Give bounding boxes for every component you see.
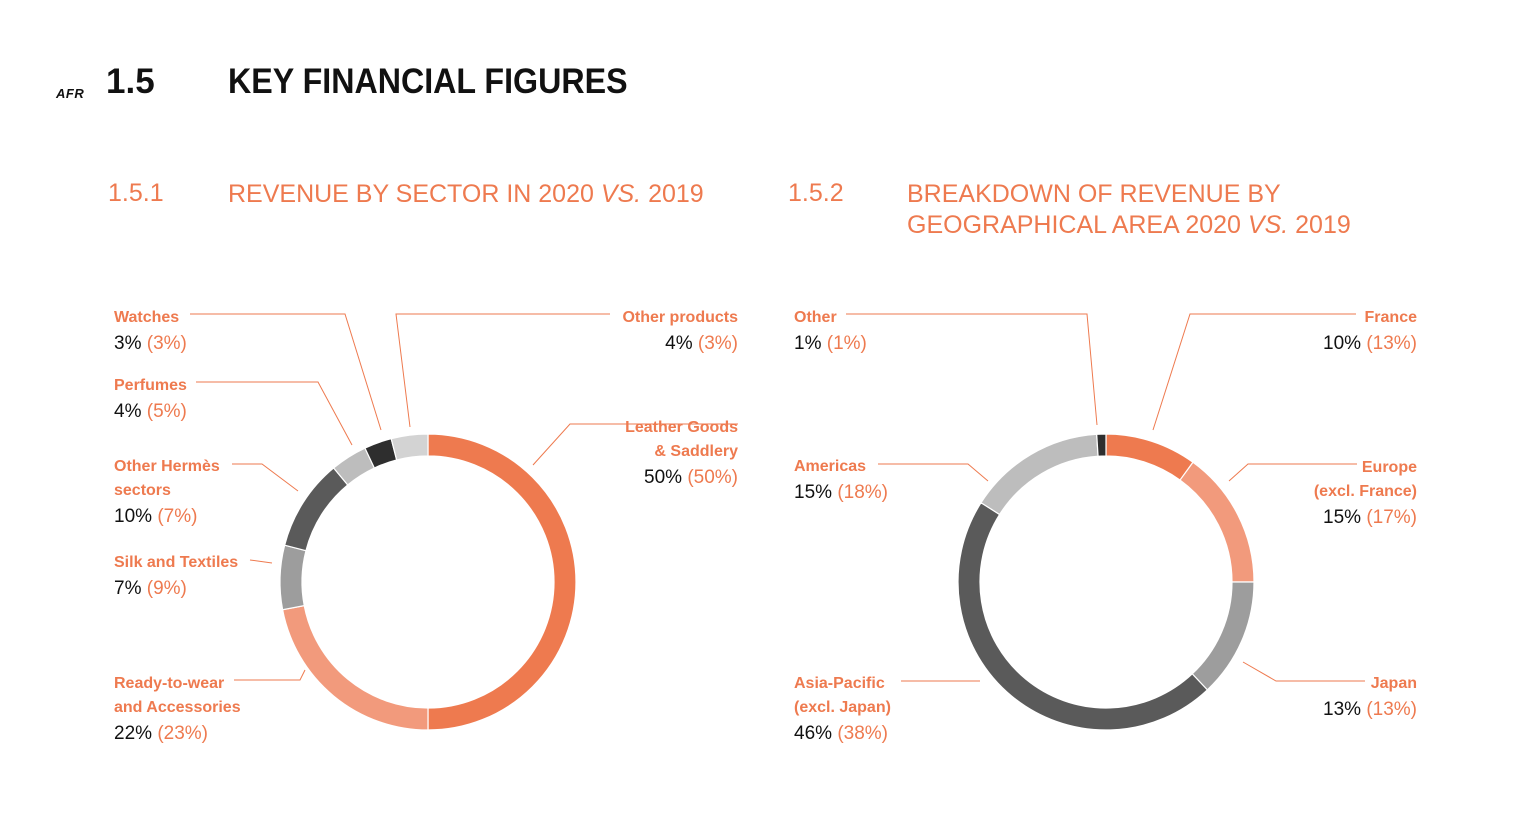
chart2-slice-1 — [1179, 461, 1255, 583]
chart1-value-6: 4% (3%) — [665, 333, 738, 354]
chart1-leader-6 — [395, 313, 610, 428]
chart2-label-3-0: Asia-Pacific — [794, 675, 885, 692]
chart1-leader-2 — [249, 559, 273, 564]
chart1-value-0: 50% (50%) — [644, 467, 738, 488]
chart1-label-1-0: Ready-to-wear — [114, 675, 224, 692]
chart2-value-1: 15% (17%) — [1323, 507, 1417, 528]
chart1-label-0-0: Leather Goods — [625, 419, 738, 436]
chart1-slice-3 — [283, 467, 349, 552]
page-title: KEY FINANCIAL FIGURES — [228, 62, 628, 101]
chart2-title: BREAKDOWN OF REVENUE BY GEOGRAPHICAL AREA… — [907, 180, 1351, 239]
chart2-value-0: 10% (13%) — [1323, 333, 1417, 354]
chart2-slice-4 — [980, 433, 1099, 516]
chart1-value-4: 4% (5%) — [114, 401, 187, 422]
afr-tag: AFR — [56, 86, 85, 101]
chart2-label-3-1: (excl. Japan) — [794, 699, 891, 716]
chart2-label-4-0: Americas — [794, 458, 866, 475]
chart2-leader-1 — [1228, 463, 1357, 482]
chart2-label-1-1: (excl. France) — [1314, 483, 1417, 500]
chart2-leader-4 — [878, 463, 989, 482]
chart1-label-3-1: sectors — [114, 482, 171, 499]
chart1-leader-4 — [196, 381, 353, 446]
chart2-value-3: 46% (38%) — [794, 723, 888, 744]
chart2-leader-0 — [1152, 313, 1356, 431]
chart1-slice-6 — [390, 433, 429, 461]
chart2-label-0-0: France — [1365, 309, 1418, 326]
chart2-number: 1.5.2 — [788, 179, 844, 207]
chart1-value-1: 22% (23%) — [114, 723, 208, 744]
chart1-slice-1 — [281, 604, 429, 731]
chart1-label-6-0: Other products — [622, 309, 738, 326]
chart1-label-2-0: Silk and Textiles — [114, 554, 238, 571]
chart1-label-5-0: Watches — [114, 309, 179, 326]
chart1-label-1-1: and Accessories — [114, 699, 241, 716]
chart1-label-0-1: & Saddlery — [654, 443, 738, 460]
chart2-value-5: 1% (1%) — [794, 333, 867, 354]
chart1-slice-0 — [427, 433, 577, 731]
chart1-leader-3 — [232, 463, 299, 492]
chart1-slice-2 — [279, 544, 307, 611]
chart1-value-5: 3% (3%) — [114, 333, 187, 354]
chart1-title: REVENUE BY SECTOR IN 2020 VS. 2019 — [228, 180, 704, 208]
chart2-leader-2 — [1242, 661, 1365, 682]
chart2-label-5-0: Other — [794, 309, 837, 326]
chart2-value-2: 13% (13%) — [1323, 699, 1417, 720]
section-number: 1.5 — [106, 62, 155, 101]
chart2-value-4: 15% (18%) — [794, 482, 888, 503]
chart1-label-3-0: Other Hermès — [114, 458, 220, 475]
chart1-leader-0 — [532, 423, 738, 466]
chart2-slice-2 — [1191, 581, 1255, 691]
chart2-slice-5 — [1096, 433, 1107, 457]
chart1-leader-5 — [190, 313, 382, 431]
chart2-label-2-0: Japan — [1371, 675, 1417, 692]
chart2-label-1-0: Europe — [1362, 459, 1417, 476]
chart1-value-2: 7% (9%) — [114, 578, 187, 599]
chart2-slice-0 — [1105, 433, 1194, 481]
chart1-value-3: 10% (7%) — [114, 506, 197, 527]
chart1-label-4-0: Perfumes — [114, 377, 187, 394]
chart2-leader-5 — [846, 313, 1098, 426]
chart2-slice-3 — [957, 501, 1209, 731]
chart1-leader-1 — [234, 669, 306, 681]
chart1-number: 1.5.1 — [108, 179, 164, 207]
